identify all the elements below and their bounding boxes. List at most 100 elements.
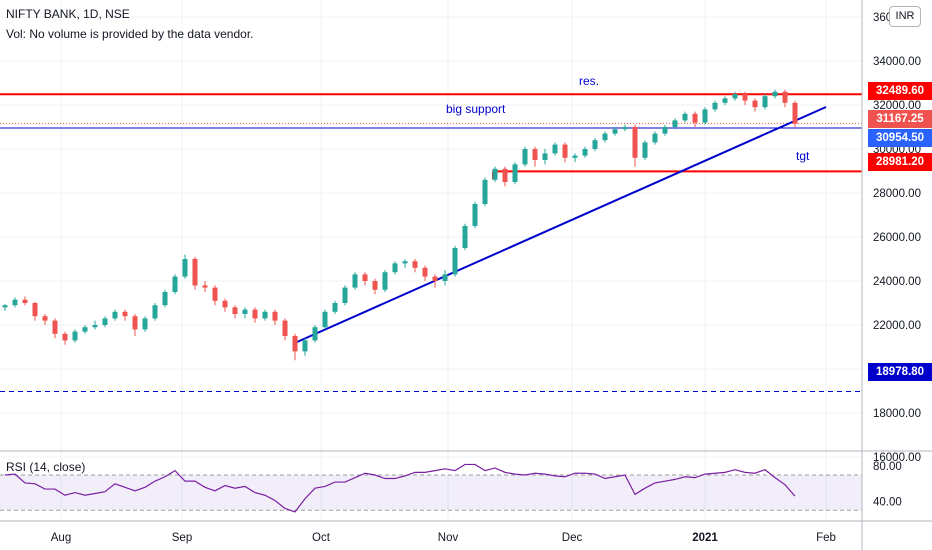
candle-body [52,320,58,334]
candle-body [792,102,798,124]
candle-body [432,276,438,281]
candle-body [12,299,18,306]
candle-body [272,311,278,321]
candle-body [732,94,738,99]
price-tick-label: 32000.00 [873,100,921,112]
candle-body [482,179,488,204]
target-annotation: tgt [796,149,810,163]
res-annotation: res. [579,74,599,88]
candle-body [702,109,708,123]
candle-body [242,309,248,314]
candle-body [32,303,38,317]
candle-body [442,274,448,281]
candle-body [282,320,288,336]
candle-body [2,305,8,308]
candle-body [412,261,418,268]
candle-body [672,120,678,127]
candle-body [632,127,638,158]
time-tick-label: Sep [172,532,192,544]
candle-body [682,113,688,121]
symbol-legend[interactable]: NIFTY BANK, 1D, NSE [6,7,130,21]
candle-body [82,327,88,332]
candle-body [692,113,698,123]
price-tick-label: 34000.00 [873,56,921,68]
candle-body [352,274,358,288]
candle-body [722,98,728,103]
candle-body [382,272,388,290]
candle-body [162,292,168,306]
candle-body [752,100,758,108]
candle-body [112,311,118,319]
rsi-legend[interactable]: RSI (14, close) [6,460,86,474]
rsi-line [4,463,796,513]
candle-body [342,287,348,303]
candle-body [92,325,98,328]
candle-body [472,204,478,226]
trendline [296,106,827,343]
candle-body [562,144,568,158]
candle-body [582,149,588,156]
last-price-tag: 31167.25 [868,110,932,128]
candle-body [402,261,408,264]
candle-body [532,149,538,160]
candle-body [212,287,218,301]
candle-body [542,153,548,160]
price-tick-label: 16000.00 [873,452,921,464]
candle-body [142,318,148,330]
price-tick-label: 18000.00 [873,408,921,420]
support-price-tag: 30954.50 [868,129,932,147]
time-tick-label: Nov [438,532,459,544]
candle-body [452,248,458,275]
candle-body [772,91,778,97]
candle-body [262,311,268,319]
candle-body [202,285,208,288]
time-tick-label: Aug [51,532,71,544]
price-tick-label: 22000.00 [873,320,921,332]
candle-body [172,276,178,292]
rsi-pane: 80.00 40.00 [0,461,902,513]
rsi-band [0,475,862,511]
candle-body [122,311,128,317]
candle-body [602,133,608,141]
candle-body [372,281,378,290]
candle-body [302,340,308,352]
candle-body [572,155,578,158]
candle-body [742,94,748,101]
currency-badge[interactable]: INR [889,6,921,27]
candle-body [762,96,768,108]
candle-body [42,316,48,321]
candle-body [252,309,258,319]
candle-body [152,305,158,319]
target-price-tag: 28981.20 [868,153,932,171]
candles [2,89,798,361]
volume-note: Vol: No volume is provided by the data v… [6,27,254,41]
candle-body [192,259,198,286]
resistance-price-tag: 32489.60 [868,82,932,100]
price-tick-label: 26000.00 [873,232,921,244]
candle-body [512,164,518,182]
candle-body [322,311,328,328]
time-tick-label: Feb [816,532,836,544]
grid [0,0,862,520]
candle-body [392,263,398,273]
rsi-tick-label: 40.00 [873,496,902,508]
candle-body [782,91,788,103]
time-tick-label: Oct [312,532,331,544]
level-lines [0,93,862,392]
candle-body [642,142,648,158]
candle-body [652,133,658,143]
price-tick-label: 28000.00 [873,188,921,200]
support-annotation: big support [446,102,506,116]
rsi-tick-label: 80.00 [873,461,902,473]
candle-body [492,168,498,180]
candle-body [522,149,528,165]
candle-body [62,333,68,341]
time-tick-label: Dec [562,532,583,544]
annotations: res. big support tgt [446,74,810,163]
candle-body [232,307,238,314]
candle-body [332,303,338,312]
candle-body [502,168,508,182]
candle-body [102,318,108,325]
candle-body [22,299,28,303]
